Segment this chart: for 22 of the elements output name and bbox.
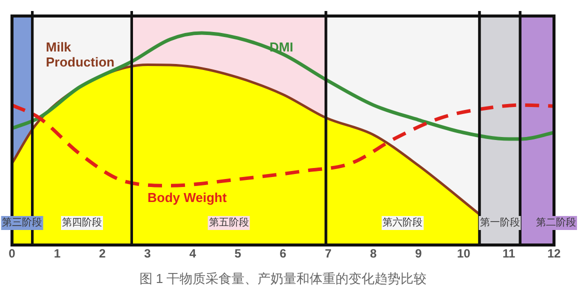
band-label: 第三阶段 — [2, 216, 42, 229]
x-tick-label: 7 — [324, 246, 332, 261]
band-label: 第五阶段 — [208, 216, 249, 229]
x-tick-label: 9 — [415, 246, 422, 261]
band-label: 第一阶段 — [480, 216, 520, 229]
series-label: Body Weight — [148, 190, 228, 205]
x-tick-label: 10 — [456, 246, 471, 261]
text: 图 1 干物质采食量、产奶量和体重的变化趋势比较 — [139, 270, 427, 286]
band-label: 第六阶段 — [382, 216, 423, 229]
series-label: Milk Production — [46, 39, 115, 70]
x-tick-label: 5 — [234, 246, 242, 261]
x-tick-label: 12 — [547, 246, 561, 261]
x-tick-label: 4 — [189, 246, 196, 261]
x-tick-label: 8 — [370, 246, 377, 261]
x-tick-label: 6 — [280, 246, 287, 261]
x-tick-label: 11 — [502, 246, 516, 261]
x-tick-label: 2 — [98, 246, 106, 261]
x-tick-label: 0 — [8, 246, 16, 261]
x-tick-label: 3 — [144, 246, 152, 261]
band-label: 第四阶段 — [62, 216, 102, 229]
x-tick-label: 1 — [54, 246, 61, 261]
band-label: 第二阶段 — [536, 216, 576, 229]
